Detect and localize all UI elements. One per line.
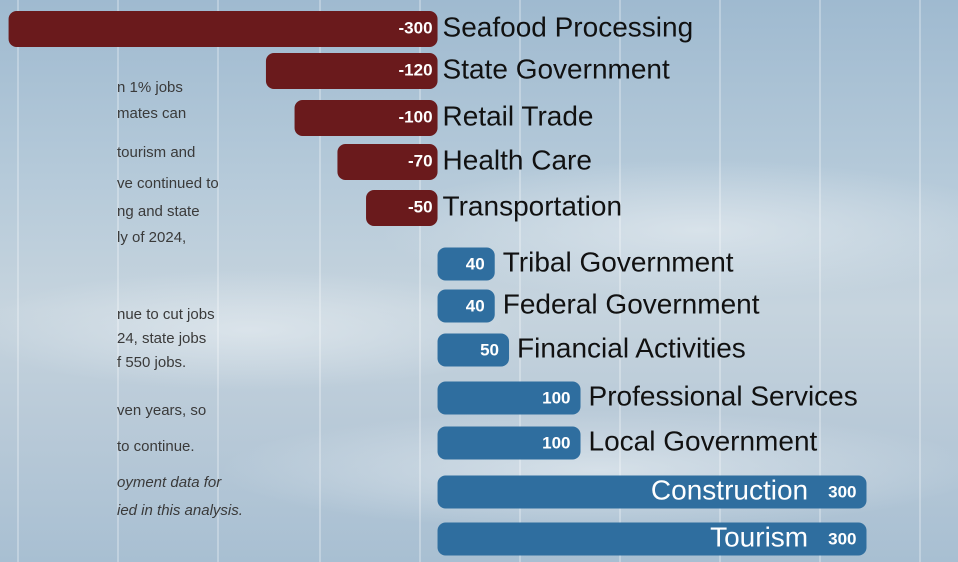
category-label: Retail Trade bbox=[443, 100, 594, 131]
bars: -300 Seafood Processing -120 State Governme… bbox=[8, 11, 867, 556]
text-line: to continue. bbox=[117, 438, 195, 455]
bar bbox=[265, 53, 438, 89]
category-label: Transportation bbox=[443, 190, 622, 221]
cloud bbox=[0, 270, 530, 390]
value-label: 100 bbox=[542, 433, 570, 452]
value-label: 40 bbox=[466, 296, 485, 315]
bar bbox=[366, 190, 438, 226]
value-label: -100 bbox=[399, 107, 433, 126]
value-label: -120 bbox=[399, 60, 433, 79]
decor-lines bbox=[17, 0, 921, 562]
category-label: Financial Activities bbox=[517, 332, 746, 363]
bar bbox=[437, 333, 510, 367]
text-line: ve continued to bbox=[117, 175, 219, 192]
bar bbox=[437, 426, 581, 460]
text-line: n 1% jobs bbox=[117, 79, 183, 96]
note-line: ied in this analysis. bbox=[117, 502, 243, 519]
value-label: 40 bbox=[466, 254, 485, 273]
text-line: ng and state bbox=[117, 203, 200, 220]
category-label: Professional Services bbox=[589, 380, 858, 411]
category-label: Federal Government bbox=[503, 288, 760, 319]
bar bbox=[437, 289, 495, 323]
bar bbox=[337, 144, 438, 180]
value-label: -50 bbox=[408, 197, 433, 216]
text-line: mates can bbox=[117, 105, 186, 122]
text-line: 24, state jobs bbox=[117, 330, 206, 347]
note-line: oyment data for bbox=[117, 474, 222, 491]
value-label: 100 bbox=[542, 388, 570, 407]
bar bbox=[437, 381, 581, 415]
category-label: Seafood Processing bbox=[443, 11, 694, 42]
category-label: Construction bbox=[651, 474, 808, 505]
side-text: n 1% jobs mates can tourism and ve continue… bbox=[117, 79, 243, 519]
value-label: -70 bbox=[408, 151, 433, 170]
bar bbox=[294, 100, 438, 136]
bar bbox=[437, 522, 867, 556]
cloud bbox=[380, 160, 958, 300]
category-label: Tourism bbox=[710, 521, 808, 552]
bar bbox=[437, 247, 495, 281]
value-label: 300 bbox=[828, 482, 856, 501]
text-line: nue to cut jobs bbox=[117, 306, 215, 323]
category-label: Tribal Government bbox=[503, 246, 734, 277]
value-label: -300 bbox=[399, 18, 433, 37]
text-line: ven years, so bbox=[117, 402, 206, 419]
bar bbox=[8, 11, 438, 47]
category-label: Local Government bbox=[589, 425, 818, 456]
text-line: tourism and bbox=[117, 144, 195, 161]
text-line: f 550 jobs. bbox=[117, 354, 186, 371]
category-label: Health Care bbox=[443, 144, 592, 175]
text-line: ly of 2024, bbox=[117, 229, 186, 246]
value-label: 300 bbox=[828, 529, 856, 548]
category-label: State Government bbox=[443, 53, 670, 84]
bar bbox=[437, 475, 867, 509]
value-label: 50 bbox=[480, 340, 499, 359]
